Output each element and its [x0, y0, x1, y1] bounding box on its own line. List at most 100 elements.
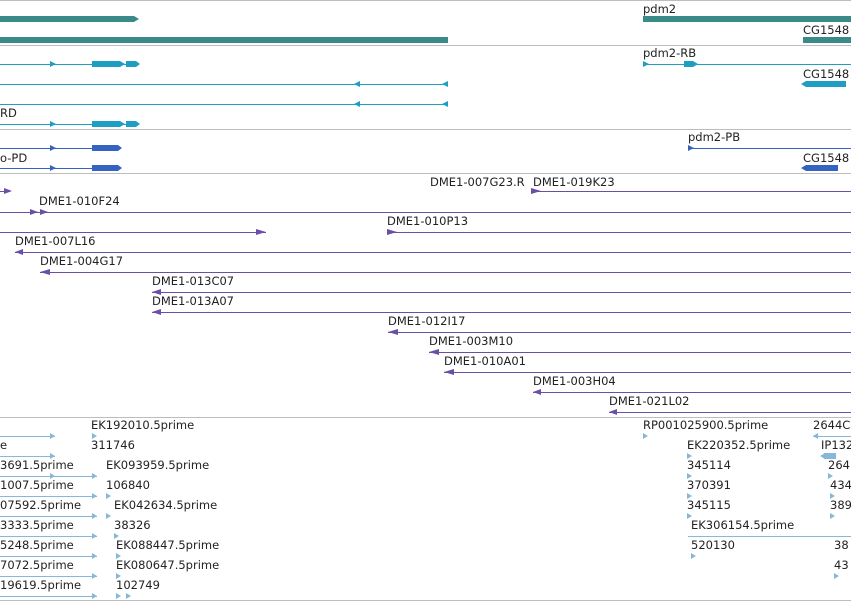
- est-label[interactable]: EK220352.5prime: [687, 438, 791, 452]
- est-label[interactable]: 311746: [91, 438, 135, 452]
- gene-feature[interactable]: [0, 16, 134, 22]
- cds-label[interactable]: CG1548: [803, 151, 850, 165]
- cds-feature-pd[interactable]: [0, 168, 120, 169]
- clone-feature[interactable]: [429, 352, 851, 353]
- est-label[interactable]: 07592.5prime: [0, 498, 82, 512]
- mrna-feature[interactable]: [0, 84, 448, 85]
- cds-feature-pdm2-pb[interactable]: [688, 148, 851, 149]
- est-feature[interactable]: [0, 576, 97, 577]
- clone-feature[interactable]: [387, 232, 851, 233]
- est-feature[interactable]: [0, 456, 55, 457]
- clone-feature[interactable]: [15, 252, 851, 253]
- clone-feature[interactable]: [152, 292, 851, 293]
- est-label[interactable]: 389: [830, 498, 851, 512]
- gene-feature-cg1548[interactable]: [803, 37, 851, 43]
- est-label[interactable]: 345114: [687, 458, 731, 472]
- mrna-exon[interactable]: [92, 61, 120, 67]
- clone-label[interactable]: DME1-003H04: [533, 374, 616, 388]
- clone-label[interactable]: DME1-010A01: [444, 354, 526, 368]
- est-label[interactable]: EK080647.5prime: [116, 558, 220, 572]
- est-label[interactable]: 38: [834, 538, 849, 552]
- est-label[interactable]: 1007.5prime: [0, 478, 74, 492]
- est-feature[interactable]: [0, 596, 97, 597]
- mrna-feature-cg1548[interactable]: [806, 81, 846, 87]
- est-label[interactable]: 7072.5prime: [0, 558, 74, 572]
- est-feature[interactable]: [0, 476, 97, 477]
- est-exon[interactable]: [824, 453, 836, 459]
- est-feature[interactable]: [0, 556, 97, 557]
- est-label[interactable]: 43: [834, 558, 849, 572]
- clone-feature[interactable]: [40, 272, 851, 273]
- clone-label[interactable]: DME1-013A07: [152, 294, 234, 308]
- est-label[interactable]: 3333.5prime: [0, 518, 74, 532]
- est-label[interactable]: 2644C: [813, 418, 851, 432]
- mrna-exon[interactable]: [92, 121, 120, 127]
- est-feature[interactable]: [0, 436, 55, 437]
- clone-feature[interactable]: [388, 332, 851, 333]
- mrna-label[interactable]: RD: [0, 106, 17, 120]
- est-label[interactable]: EK088447.5prime: [116, 538, 220, 552]
- clone-feature[interactable]: [609, 412, 851, 413]
- est-feature[interactable]: [813, 436, 851, 437]
- est-feature[interactable]: [0, 516, 97, 517]
- est-label[interactable]: 102749: [116, 578, 160, 592]
- mrna-feature[interactable]: [0, 104, 448, 105]
- clone-feature[interactable]: [533, 392, 851, 393]
- cds-exon[interactable]: [92, 165, 118, 171]
- clone-feature[interactable]: [152, 312, 851, 313]
- est-label[interactable]: IP132: [821, 438, 851, 452]
- est-label[interactable]: 434: [830, 478, 851, 492]
- est-label[interactable]: 19619.5prime: [0, 578, 82, 592]
- est-label[interactable]: 106840: [106, 478, 150, 492]
- mrna-label[interactable]: pdm2-RB: [643, 46, 697, 60]
- gene-feature-pdm2[interactable]: [643, 16, 851, 22]
- mrna-label[interactable]: CG1548: [803, 67, 850, 81]
- clone-label[interactable]: DME1-007G23.R: [430, 175, 525, 189]
- clone-label[interactable]: DME1-013C07: [152, 274, 235, 288]
- mrna-feature[interactable]: [0, 64, 138, 65]
- clone-label[interactable]: DME1-010F24: [39, 194, 120, 208]
- right-arrow-icon: [691, 553, 696, 559]
- clone-feature[interactable]: [444, 372, 851, 373]
- est-label[interactable]: 264: [828, 458, 850, 472]
- est-label[interactable]: 3691.5prime: [0, 458, 74, 472]
- clone-feature[interactable]: [533, 191, 851, 192]
- est-label[interactable]: EK306154.5prime: [691, 518, 795, 532]
- clone-label[interactable]: DME1-019K23: [533, 175, 615, 189]
- est-label[interactable]: 520130: [691, 538, 735, 552]
- cds-feature[interactable]: [0, 148, 120, 149]
- est-label[interactable]: EK093959.5prime: [106, 458, 210, 472]
- clone-label[interactable]: DME1-004G17: [40, 254, 124, 268]
- clone-feature[interactable]: [0, 232, 266, 233]
- est-label[interactable]: 38326: [114, 518, 151, 532]
- est-feature[interactable]: [0, 496, 97, 497]
- mrna-feature-rd[interactable]: [0, 124, 138, 125]
- gene-feature[interactable]: [0, 37, 448, 43]
- mrna-exon[interactable]: [126, 121, 136, 127]
- cds-feature-cg1548[interactable]: [806, 165, 838, 171]
- mrna-exon[interactable]: [684, 61, 693, 67]
- est-label[interactable]: EK192010.5prime: [91, 418, 195, 432]
- mrna-feature-pdm2-rb[interactable]: [643, 64, 851, 65]
- clone-label[interactable]: DME1-021L02: [609, 394, 690, 408]
- mrna-exon[interactable]: [126, 61, 136, 67]
- est-label[interactable]: EK042634.5prime: [114, 498, 218, 512]
- cds-label[interactable]: o-PD: [0, 151, 28, 165]
- est-label[interactable]: RP001025900.5prime: [643, 418, 769, 432]
- est-feature[interactable]: [0, 536, 97, 537]
- cds-label[interactable]: pdm2-PB: [688, 130, 741, 144]
- clone-label[interactable]: DME1-012I17: [388, 314, 466, 328]
- cds-exon[interactable]: [92, 145, 118, 151]
- clone-label[interactable]: DME1-010P13: [387, 214, 469, 228]
- est-feature[interactable]: [688, 536, 851, 537]
- gene-label[interactable]: pdm2: [643, 2, 677, 16]
- est-label[interactable]: e: [0, 438, 8, 452]
- clone-label[interactable]: DME1-007L16: [15, 234, 96, 248]
- clone-feature[interactable]: [0, 212, 851, 213]
- gene-label[interactable]: CG1548: [803, 23, 850, 37]
- clone-label[interactable]: DME1-003M10: [429, 334, 514, 348]
- right-arrow-icon: [136, 61, 140, 67]
- est-label[interactable]: 5248.5prime: [0, 538, 74, 552]
- est-label[interactable]: 345115: [687, 498, 731, 512]
- est-label[interactable]: 370391: [687, 478, 731, 492]
